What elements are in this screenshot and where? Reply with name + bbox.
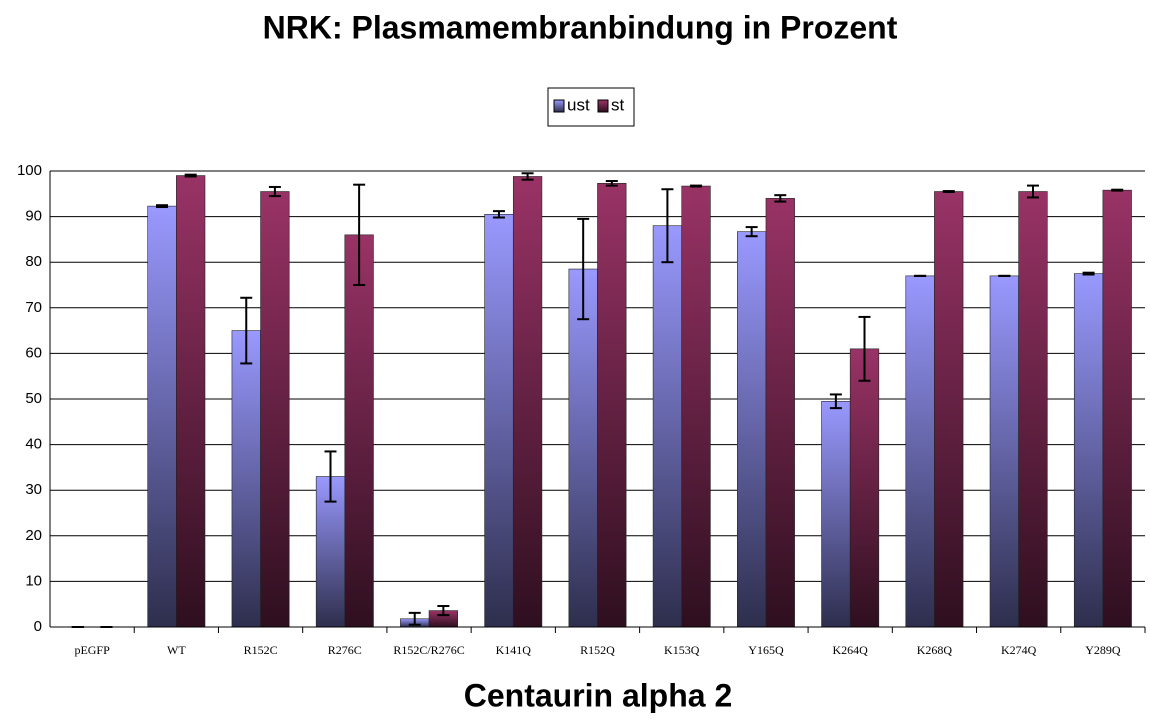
x-tick-label: R152Q	[580, 643, 615, 657]
x-tick-label: R152C	[244, 643, 278, 657]
error-bar	[858, 315, 871, 382]
bar	[1073, 273, 1104, 628]
y-tick-label: 10	[25, 572, 42, 589]
error-bar	[1026, 184, 1039, 199]
error-bar	[156, 204, 169, 209]
bar	[568, 268, 598, 628]
error-bar	[774, 194, 787, 203]
y-tick-label: 30	[25, 481, 42, 498]
x-axis-title: Centaurin alpha 2	[464, 677, 733, 713]
y-tick-label: 90	[25, 208, 42, 225]
bar	[344, 234, 374, 628]
bar	[989, 275, 1019, 628]
error-bar	[492, 210, 505, 219]
error-bar	[437, 605, 450, 617]
y-tick-label: 20	[25, 527, 42, 544]
x-tick-label: WT	[167, 643, 186, 657]
bar	[176, 175, 206, 628]
bar	[652, 225, 683, 628]
bar	[737, 231, 767, 628]
x-tick-label: K268Q	[917, 643, 953, 657]
x-tick-label: Y289Q	[1085, 643, 1121, 657]
bar	[147, 205, 177, 628]
bar	[681, 185, 711, 628]
error-bar	[521, 172, 534, 181]
x-tick-label: K153Q	[664, 643, 700, 657]
y-tick-label: 40	[25, 436, 42, 453]
bar	[512, 176, 543, 628]
error-bar	[1111, 188, 1124, 192]
bar	[765, 198, 795, 628]
x-tick-label: R152C/R276C	[393, 643, 464, 657]
x-tick-label: K141Q	[496, 643, 532, 657]
error-bar	[240, 296, 253, 365]
bar	[905, 275, 935, 628]
bar	[1018, 191, 1048, 628]
error-bar	[942, 190, 955, 193]
error-bar	[829, 393, 842, 410]
x-tick-label: R276C	[328, 643, 362, 657]
bar	[597, 183, 627, 628]
legend-label: ust	[567, 95, 590, 114]
error-bar	[408, 611, 421, 626]
x-tick-label: Y165Q	[748, 643, 784, 657]
error-bar	[353, 183, 366, 286]
y-tick-label: 100	[17, 162, 42, 179]
error-bar	[577, 217, 590, 321]
error-bar	[661, 188, 674, 264]
chart-title: NRK: Plasmamembranbindung in Prozent	[263, 9, 898, 45]
y-tick-label: 80	[25, 253, 42, 270]
error-bar	[605, 180, 618, 187]
bar	[260, 191, 290, 628]
error-bar	[268, 185, 281, 198]
legend-label: st	[611, 95, 625, 114]
bar	[231, 330, 261, 628]
bar	[484, 214, 514, 628]
y-tick-label: 60	[25, 344, 42, 361]
bar	[821, 400, 851, 628]
y-tick-label: 70	[25, 299, 42, 316]
bar	[934, 191, 964, 628]
bar	[849, 348, 880, 628]
bar	[1102, 189, 1132, 628]
x-tick-label: K274Q	[1001, 643, 1037, 657]
error-bar	[745, 226, 758, 238]
legend-swatch	[597, 99, 609, 113]
x-tick-label: pEGFP	[74, 643, 110, 657]
legend-swatch	[553, 99, 565, 113]
error-bar	[690, 184, 703, 188]
error-bar	[324, 450, 337, 503]
error-bar	[1082, 271, 1095, 276]
error-bar	[184, 173, 197, 178]
y-tick-label: 0	[34, 618, 42, 635]
x-tick-label: K264Q	[833, 643, 869, 657]
y-tick-label: 50	[25, 390, 42, 407]
